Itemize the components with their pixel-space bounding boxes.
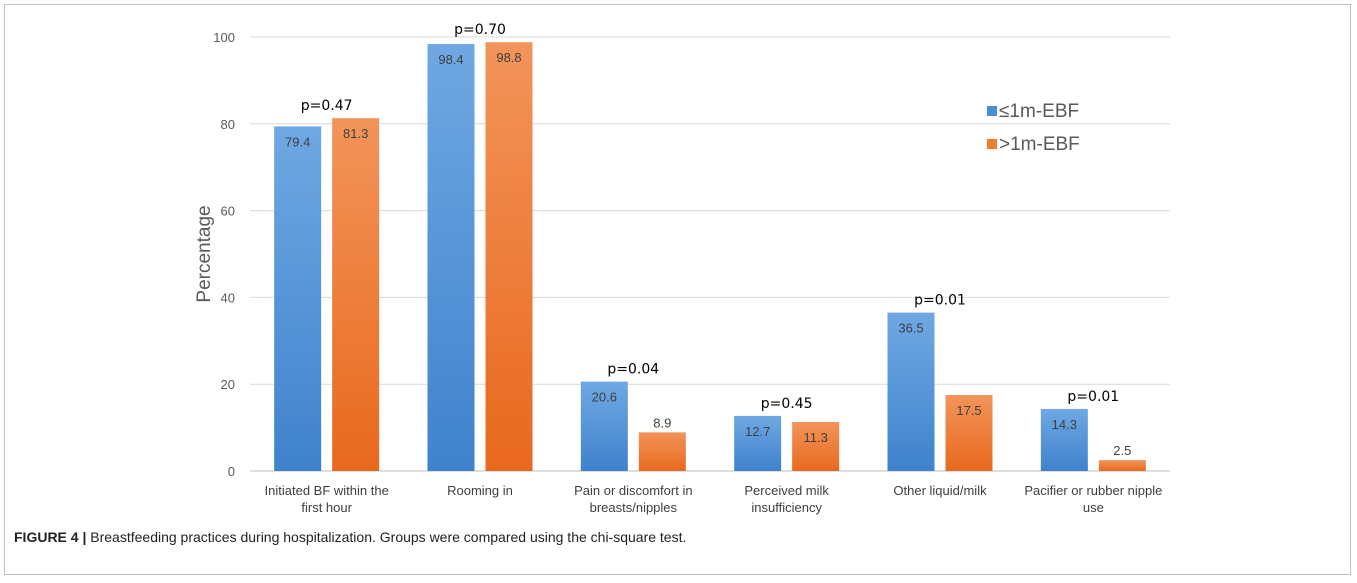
p-value-annotation: p=0.47 [301, 98, 353, 114]
figure-label: FIGURE 4 | [14, 529, 87, 545]
bar-chart: 0 20 40 60 80 100 Percentage 79.4 81.3 98.4 98.8… [194, 22, 1170, 515]
x-category-label: Rooming in [447, 483, 513, 498]
bar-value-label: 79.4 [285, 134, 310, 149]
bar-value-label: 11.3 [803, 430, 827, 445]
legend-entry: ≤1m-EBF [999, 101, 1079, 122]
legend-swatch [987, 139, 997, 149]
bars: 79.4 81.3 98.4 98.8 20.6 8.9 12.7 11.3 36.5 17.5 1… [274, 42, 1146, 472]
gridlines [250, 36, 1170, 472]
bar-value-label: 8.9 [653, 415, 671, 430]
y-tick-label: 100 [213, 30, 235, 45]
y-tick-label: 40 [221, 290, 235, 305]
p-value-annotation: p=0.45 [761, 396, 813, 412]
x-category-label: Perceived milk [744, 483, 829, 498]
x-category-label: Pacifier or rubber nipple [1024, 483, 1162, 498]
legend-entry: >1m-EBF [999, 134, 1080, 155]
x-category-label: insufficiency [751, 500, 822, 515]
p-value-annotation: p=0.01 [914, 293, 966, 309]
x-category-label: breasts/nipples [590, 500, 678, 515]
bar-le1m [1040, 408, 1088, 471]
x-category-label: first hour [301, 500, 352, 515]
p-value-annotation: p=0.04 [607, 362, 659, 378]
figure-frame [4, 4, 1351, 575]
legend: ≤1m-EBF >1m-EBF [987, 101, 1080, 155]
x-category-label: Pain or discomfort in [574, 483, 693, 498]
figure-caption: FIGURE 4 | Breastfeeding practices durin… [14, 529, 686, 545]
bar-value-label: 2.5 [1113, 443, 1131, 458]
x-category-label: Initiated BF within the [265, 483, 389, 498]
bar-le1m [580, 381, 628, 471]
bar-gt1m [945, 395, 993, 471]
p-value-annotation: p=0.70 [454, 22, 506, 38]
bar-gt1m [792, 421, 840, 471]
y-axis-label: Percentage [194, 205, 215, 302]
legend-swatch [987, 106, 997, 116]
p-value-annotations: p=0.47 p=0.70 p=0.04 p=0.45 p=0.01 p=0.01 [301, 22, 1119, 412]
bar-value-label: 98.8 [496, 50, 521, 65]
bar-gt1m [1098, 460, 1146, 471]
y-tick-label: 20 [221, 377, 235, 392]
bar-value-label: 81.3 [343, 126, 368, 141]
bar-value-label: 14.3 [1052, 417, 1077, 432]
y-axis-ticks: 0 20 40 60 80 100 [213, 30, 235, 479]
p-value-annotation: p=0.01 [1067, 389, 1119, 405]
bar-le1m [887, 312, 935, 471]
y-tick-label: 80 [221, 117, 235, 132]
bar-gt1m [485, 42, 533, 471]
bar-gt1m [332, 118, 380, 472]
bar-le1m [274, 126, 322, 472]
x-category-label: Other liquid/milk [893, 483, 987, 498]
x-category-label: use [1083, 500, 1104, 515]
bar-value-label: 98.4 [438, 52, 463, 67]
bar-value-label: 12.7 [745, 424, 770, 439]
x-axis-categories: Initiated BF within the first hour Rooming… [265, 483, 1163, 515]
figure-caption-text: Breastfeeding practices during hospitali… [86, 529, 687, 545]
bar-value-label: 17.5 [956, 403, 981, 418]
y-tick-label: 0 [228, 464, 235, 479]
bar-le1m [427, 43, 475, 471]
bar-le1m [734, 415, 782, 471]
bar-gt1m [638, 432, 686, 471]
y-tick-label: 60 [221, 204, 235, 219]
bar-value-label: 36.5 [898, 321, 923, 336]
bar-value-label: 20.6 [592, 390, 617, 405]
